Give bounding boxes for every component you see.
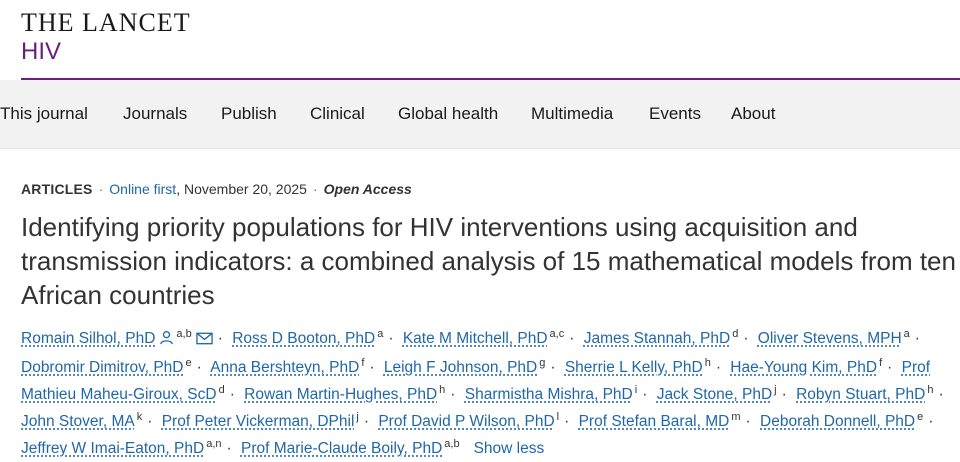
author-link[interactable]: Deborah Donnell, PhD	[760, 413, 916, 430]
author-link[interactable]: Jeffrey W Imai-Eaton, PhD	[21, 440, 205, 457]
nav-multimedia[interactable]: Multimedia	[531, 104, 614, 123]
publish-date: , November 20, 2025	[176, 181, 307, 197]
author-link[interactable]: Leigh F Johnson, PhD	[383, 359, 538, 376]
affiliation-marker: h	[704, 356, 711, 369]
affiliation-marker: j	[356, 410, 359, 423]
author-link[interactable]: Ross D Booton, PhD	[232, 330, 376, 347]
nav-about[interactable]: About	[731, 104, 776, 123]
envelope-icon[interactable]	[195, 327, 213, 354]
affiliation-marker: h	[439, 383, 446, 396]
author-link[interactable]: Kate M Mitchell, PhD	[402, 330, 548, 347]
nav-clinical[interactable]: Clinical	[310, 104, 365, 123]
affiliation-marker: i	[634, 383, 638, 396]
open-access-badge: Open Access	[323, 181, 412, 197]
affiliation-marker: d	[732, 327, 739, 340]
author-link[interactable]: Sharmistha Mishra, PhD	[464, 386, 633, 403]
affiliation-marker: f	[879, 356, 883, 369]
author-link[interactable]: Prof Marie-Claude Boily, PhD	[240, 440, 443, 457]
author-link[interactable]: Romain Silhol, PhD	[21, 330, 156, 347]
online-first-link[interactable]: Online first	[109, 181, 177, 197]
affiliation-marker: a	[903, 327, 910, 340]
author-link[interactable]: Prof Stefan Baral, MD	[578, 413, 730, 430]
author-link[interactable]: Sherrie L Kelly, PhD	[564, 359, 703, 376]
meta-separator: ·	[312, 181, 318, 197]
affiliation-marker: e	[185, 356, 192, 369]
person-icon[interactable]	[159, 327, 174, 354]
header-divider	[21, 78, 960, 80]
affiliation-marker: g	[539, 356, 546, 369]
author-link[interactable]: Prof Mathieu Maheu-Giroux, ScD	[21, 359, 931, 403]
affiliation-marker: f	[361, 356, 365, 369]
author-list: Romain Silhol, PhD a,b · Ross D Booton, Ph…	[21, 327, 944, 457]
meta-separator: ·	[98, 181, 104, 197]
affiliation-marker: a,b	[176, 327, 192, 340]
show-less-button[interactable]: Show less	[473, 440, 545, 457]
author-link[interactable]: John Stover, MA	[21, 413, 135, 430]
affiliation-marker: a	[377, 327, 384, 340]
author-link[interactable]: James Stannah, PhD	[583, 330, 731, 347]
nav-this-journal[interactable]: This journal	[0, 104, 88, 123]
affiliation-marker: d	[218, 383, 225, 396]
author-link[interactable]: Rowan Martin-Hughes, PhD	[244, 386, 438, 403]
site-header: THE LANCET HIV	[0, 0, 960, 80]
journal-sub-logo[interactable]: HIV	[21, 38, 62, 65]
main-nav: This journal Journals Publish Clinical G…	[0, 80, 960, 149]
article-meta: ARTICLES · Online first, November 20, 2025…	[21, 181, 412, 197]
article-title: Identifying priority populations for HIV…	[21, 212, 956, 310]
affiliation-marker: k	[136, 410, 143, 423]
nav-global-health[interactable]: Global health	[398, 104, 499, 123]
affiliation-marker: l	[556, 410, 560, 423]
nav-events[interactable]: Events	[649, 104, 701, 123]
journal-logo[interactable]: THE LANCET	[21, 8, 191, 37]
affiliation-marker: a,c	[549, 327, 565, 340]
author-link[interactable]: Dobromir Dimitrov, PhD	[21, 359, 184, 376]
affiliation-marker: j	[774, 383, 777, 396]
nav-journals[interactable]: Journals	[123, 104, 188, 123]
nav-publish[interactable]: Publish	[221, 104, 277, 123]
affiliation-marker: e	[917, 410, 924, 423]
author-link[interactable]: Jack Stone, PhD	[656, 386, 773, 403]
author-link[interactable]: Oliver Stevens, MPH	[757, 330, 902, 347]
article-type: ARTICLES	[21, 181, 93, 197]
author-link[interactable]: Anna Bershteyn, PhD	[210, 359, 360, 376]
affiliation-marker: a,b	[444, 437, 460, 450]
author-link[interactable]: Prof David P Wilson, PhD	[378, 413, 555, 430]
author-link[interactable]: Prof Peter Vickerman, DPhil	[161, 413, 355, 430]
affiliation-marker: m	[731, 410, 741, 423]
affiliation-marker: h	[927, 383, 934, 396]
author-link[interactable]: Robyn Stuart, PhD	[796, 386, 926, 403]
author-link[interactable]: Hae-Young Kim, PhD	[730, 359, 878, 376]
affiliation-marker: a,n	[206, 437, 222, 450]
